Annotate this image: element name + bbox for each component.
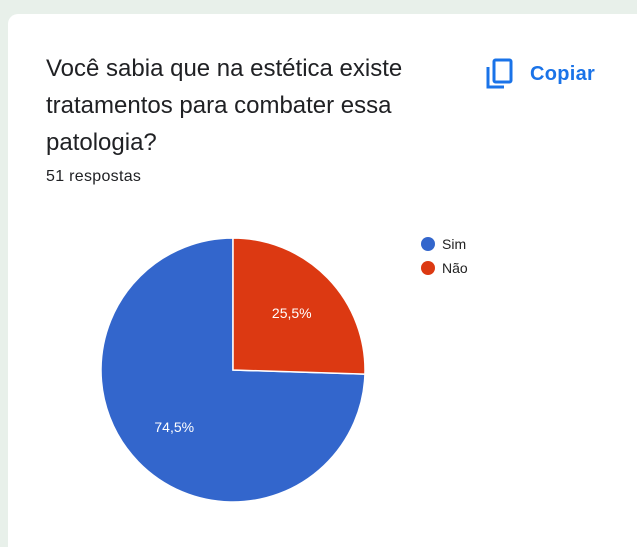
pie-slice-não[interactable]: [232, 237, 366, 375]
copy-icon: [486, 58, 513, 89]
legend-marker-sim[interactable]: [421, 237, 435, 251]
copy-button[interactable]: Copiar: [484, 58, 595, 90]
legend-label-sim[interactable]: Sim: [442, 236, 466, 252]
legend-marker-não[interactable]: [421, 261, 435, 275]
question-title: Você sabia que na estética existe tratam…: [46, 55, 403, 156]
copy-label: Copiar: [530, 62, 596, 85]
slice-label-sim: 74,5%: [154, 419, 194, 435]
response-count: 51 respostas: [46, 168, 142, 185]
slice-label-não: 25,5%: [272, 305, 312, 321]
legend-label-não[interactable]: Não: [442, 260, 468, 276]
